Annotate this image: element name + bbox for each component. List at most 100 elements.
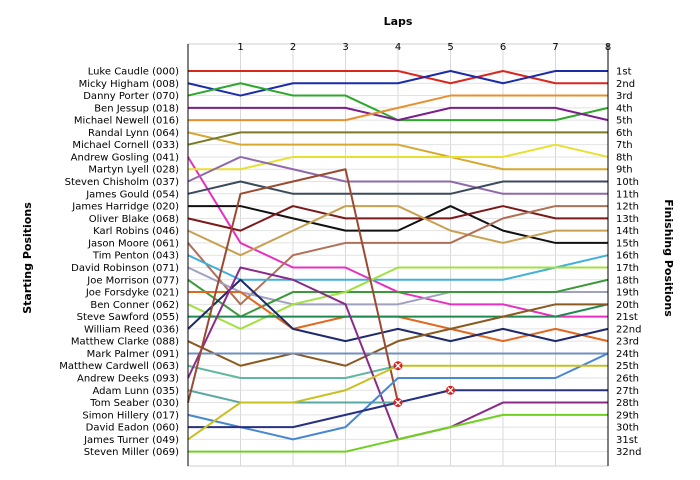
retirement-marker <box>446 385 455 395</box>
starting-position-label: Matthew Cardwell (063) <box>59 361 179 372</box>
finishing-position-label: 1st <box>616 67 632 78</box>
finishing-position-label: 22nd <box>616 324 641 335</box>
starting-position-label: Jason Moore (061) <box>87 238 179 249</box>
x-tick-label: 6 <box>500 42 506 53</box>
starting-position-label: Ben Jessup (018) <box>94 103 179 114</box>
series-line <box>187 155 608 195</box>
finishing-position-label: 26th <box>616 374 639 385</box>
finishing-position-label: 12th <box>616 202 639 213</box>
series-line <box>187 352 609 441</box>
starting-position-label: Steven Chisholm (037) <box>65 177 179 188</box>
finishing-position-label: 23rd <box>616 337 639 348</box>
finishing-position-label: 11th <box>616 189 639 200</box>
finishing-position-label: 14th <box>616 226 639 237</box>
finishing-position-label: 13th <box>616 214 639 225</box>
starting-position-label: Danny Porter (070) <box>83 91 179 102</box>
starting-position-label: Michael Newell (016) <box>74 116 179 127</box>
starting-position-label: Steven Miller (069) <box>84 447 179 458</box>
starting-position-label: Matthew Clarke (088) <box>71 337 179 348</box>
series-line <box>187 205 608 306</box>
starting-position-label: Steve Sawford (055) <box>77 312 179 323</box>
finishing-position-label: 4th <box>616 103 633 114</box>
series-line <box>187 205 608 257</box>
x-tick-label: 8 <box>605 42 611 53</box>
starting-position-label: Tom Seaber (030) <box>89 398 179 409</box>
x-tick-labels: 1 2 3 4 5 6 7 8 <box>237 42 611 53</box>
starting-position-label: Luke Caudle (000) <box>88 67 179 78</box>
starting-position-label: William Reed (036) <box>84 324 179 335</box>
starting-position-label: Oliver Blake (068) <box>89 214 179 225</box>
starting-position-label: Adam Lunn (035) <box>92 386 179 397</box>
series-line <box>187 266 608 330</box>
starting-position-label: Michael Cornell (033) <box>72 140 179 151</box>
starting-position-label: Tim Penton (043) <box>92 251 179 262</box>
finishing-position-label: 2nd <box>616 79 635 90</box>
finishing-position-label: 16th <box>616 251 639 262</box>
series-line <box>188 413 608 453</box>
series-line <box>188 303 609 318</box>
starting-position-label: David Robinson (071) <box>71 263 179 274</box>
finishing-position-label: 24th <box>616 349 639 360</box>
starting-position-label: Joe Forsdyke (021) <box>85 288 179 299</box>
series-line <box>188 143 609 171</box>
retirement-markers <box>393 361 455 408</box>
finishing-position-label: 19th <box>616 288 639 299</box>
finishing-position-label: 18th <box>616 275 639 286</box>
series-line <box>188 70 608 85</box>
series-line <box>187 254 609 281</box>
starting-position-label: Randal Lynn (064) <box>88 128 179 139</box>
starting-position-label: Simon Hillery (017) <box>82 410 179 421</box>
x-tick-label: 1 <box>237 42 243 53</box>
finishing-position-label: 25th <box>616 361 639 372</box>
starting-position-label: James Turner (049) <box>83 435 179 446</box>
starting-position-label: James Gould (054) <box>85 189 179 200</box>
series-line <box>188 94 608 122</box>
finishing-position-label: 3rd <box>616 91 633 102</box>
series-line <box>187 364 399 379</box>
starting-position-label: Mark Palmer (091) <box>87 349 179 360</box>
x-tick-label: 5 <box>447 42 453 53</box>
starting-position-label: Ben Conner (062) <box>90 300 179 311</box>
finishing-position-label: 32nd <box>616 447 641 458</box>
series-line <box>187 180 608 195</box>
series-line <box>188 106 609 122</box>
series-line <box>187 303 608 367</box>
finishing-position-label: 29th <box>616 410 639 421</box>
x-tick-label: 4 <box>395 42 401 53</box>
series-line <box>187 205 608 232</box>
series-line <box>188 205 608 244</box>
finishing-position-label: 5th <box>616 116 633 127</box>
finishing-position-label: 17th <box>616 263 639 274</box>
starting-position-label: David Eadon (060) <box>86 423 179 434</box>
retirement-marker <box>393 398 403 408</box>
x-tick-label: 3 <box>342 42 348 53</box>
starting-position-label: Andrew Gosling (041) <box>71 152 179 163</box>
finishing-position-label: 21st <box>616 312 638 323</box>
finishing-position-label: 6th <box>616 128 633 139</box>
series-line <box>187 278 609 318</box>
starting-position-label: Andrew Deeks (093) <box>77 374 179 385</box>
left-axis-title: Starting Positions <box>21 202 34 314</box>
starting-position-labels: Luke Caudle (000)Micky Higham (008)Danny… <box>59 67 179 459</box>
x-tick-label: 2 <box>290 42 296 53</box>
series-line <box>187 278 609 343</box>
finishing-position-label: 10th <box>616 177 639 188</box>
finishing-position-label: 9th <box>616 165 633 176</box>
x-axis-title: Laps <box>384 15 413 28</box>
series-line <box>187 131 608 171</box>
finishing-position-labels: 1st2nd3rd4th5th6th7th8th9th10th11th12th1… <box>616 67 641 459</box>
finishing-position-label: 27th <box>616 386 639 397</box>
finishing-position-label: 30th <box>616 423 639 434</box>
series-line <box>187 168 399 403</box>
finishing-position-label: 20th <box>616 300 639 311</box>
series-line <box>187 131 608 146</box>
starting-position-label: Karl Robins (046) <box>93 226 179 237</box>
starting-position-label: Micky Higham (008) <box>79 79 179 90</box>
right-axis-title: Finishing Positions <box>662 199 675 317</box>
x-tick-label: 7 <box>552 42 558 53</box>
starting-position-label: Martyn Lyell (028) <box>88 165 179 176</box>
series-line <box>187 70 608 97</box>
starting-position-label: Joe Morrison (077) <box>86 275 179 286</box>
starting-position-label: James Harridge (020) <box>71 202 179 213</box>
